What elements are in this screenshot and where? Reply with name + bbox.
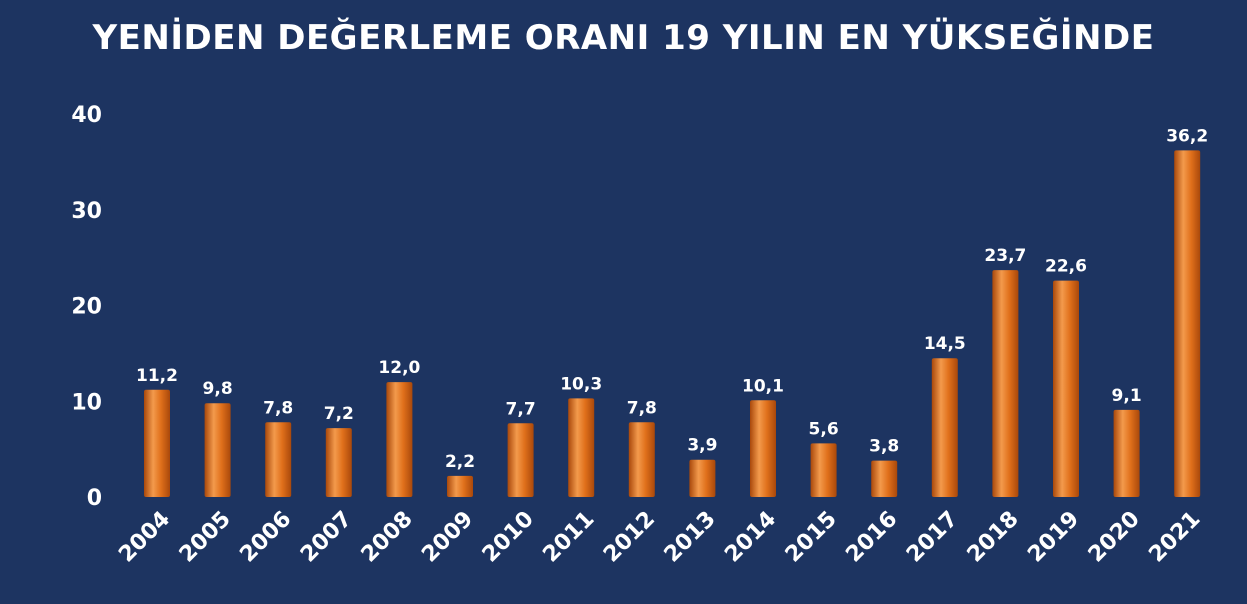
data-label-2019: 22,6 (1045, 257, 1087, 277)
bar-2017 (931, 358, 958, 497)
bar-2011 (568, 398, 595, 497)
bar-2015 (810, 443, 837, 497)
bar-2005 (204, 403, 231, 497)
x-tick-label-2019: 2019 (1023, 507, 1084, 568)
data-label-2011: 10,3 (560, 374, 602, 394)
data-label-2021: 36,2 (1166, 126, 1208, 146)
bar-2012 (628, 422, 655, 497)
x-tick-label-2016: 2016 (841, 507, 902, 568)
y-tick-label: 40 (71, 103, 102, 128)
data-label-2006: 7,8 (263, 398, 293, 418)
data-label-2004: 11,2 (136, 366, 178, 386)
data-label-2009: 2,2 (445, 452, 475, 472)
x-tick-label-2013: 2013 (660, 507, 721, 568)
data-label-2016: 3,8 (869, 437, 899, 457)
x-axis: 2004 2005 2006 2007 2008 2009 2010 2011 2012 2013… (114, 507, 1205, 568)
data-label-2010: 7,7 (506, 399, 536, 419)
data-label-2005: 9,8 (203, 379, 233, 399)
data-label-2007: 7,2 (324, 404, 354, 424)
bar-2014 (750, 400, 776, 497)
data-label-2017: 14,5 (924, 334, 966, 354)
bar-2016 (871, 460, 898, 497)
bar-2019 (1053, 280, 1079, 497)
x-tick-label-2020: 2020 (1084, 507, 1145, 568)
x-tick-label-2007: 2007 (296, 507, 357, 568)
x-tick-label-2012: 2012 (599, 507, 660, 568)
y-tick-label: 20 (71, 295, 102, 320)
x-tick-label-2008: 2008 (357, 507, 418, 568)
data-label-2014: 10,1 (742, 376, 784, 396)
x-tick-label-2010: 2010 (478, 507, 539, 568)
data-label-2018: 23,7 (984, 246, 1026, 266)
bar-2007 (325, 428, 352, 497)
bar-2010 (507, 423, 534, 497)
bar-2013 (689, 459, 716, 497)
x-tick-label-2014: 2014 (720, 507, 781, 568)
x-tick-label-2015: 2015 (781, 507, 842, 568)
bar-2008 (386, 382, 413, 497)
x-tick-label-2006: 2006 (235, 507, 296, 568)
x-tick-label-2005: 2005 (175, 507, 236, 568)
x-tick-label-2011: 2011 (538, 507, 599, 568)
data-labels: 11,2 9,8 7,8 7,2 12,0 2,2 7,7 10,3 7,8 3,9 10,1 5,6… (136, 126, 1208, 472)
x-tick-label-2004: 2004 (114, 507, 175, 568)
bar-2020 (1113, 409, 1140, 497)
data-label-2020: 9,1 (1112, 386, 1142, 406)
x-tick-label-2017: 2017 (902, 507, 963, 568)
y-tick-label: 30 (71, 199, 102, 224)
bar-2006 (265, 422, 292, 497)
bar-2021 (1174, 150, 1201, 497)
data-label-2012: 7,8 (627, 398, 657, 418)
y-tick-label: 0 (87, 486, 102, 511)
x-tick-label-2009: 2009 (417, 507, 478, 568)
bar-2004 (144, 389, 170, 497)
bar-2018 (992, 270, 1019, 497)
x-tick-label-2021: 2021 (1144, 507, 1205, 568)
data-label-2013: 3,9 (687, 436, 717, 456)
bar-2009 (447, 475, 473, 497)
y-tick-label: 10 (71, 390, 102, 415)
chart-title: YENİDEN DEĞERLEME ORANI 19 YILIN EN YÜKS… (92, 18, 1155, 58)
x-tick-label-2018: 2018 (963, 507, 1024, 568)
y-axis: 0 10 20 30 40 (71, 103, 102, 511)
data-label-2015: 5,6 (809, 419, 839, 439)
bars (144, 150, 1201, 497)
data-label-2008: 12,0 (378, 358, 420, 378)
